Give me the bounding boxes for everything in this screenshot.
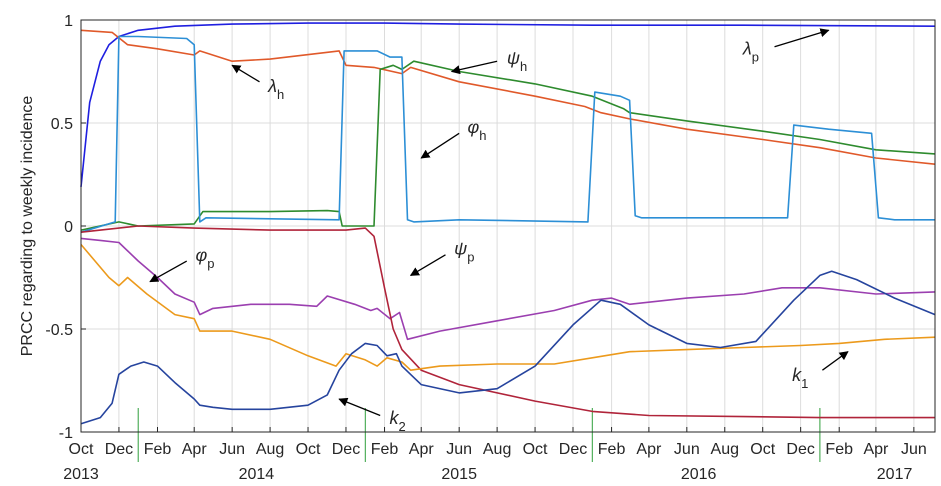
annotation-arrow bbox=[420, 132, 460, 159]
x-tick-label: Jun bbox=[674, 441, 700, 458]
year-label: 2017 bbox=[877, 466, 913, 483]
annotation-label: φp bbox=[195, 245, 214, 271]
annotation-arrow bbox=[231, 64, 260, 83]
series-line bbox=[80, 35, 935, 233]
annotation-arrow bbox=[450, 60, 498, 75]
y-tick-labels: 1 0.5 0 -0.5 -1 bbox=[45, 13, 86, 442]
series-layer bbox=[80, 22, 936, 425]
y-tick-label: 0 bbox=[64, 219, 73, 236]
annotation-label: ψp bbox=[454, 239, 474, 265]
x-tick-label: Oct bbox=[296, 441, 321, 458]
x-tick-label: Apr bbox=[409, 441, 435, 458]
x-tick-label: Jun bbox=[901, 441, 927, 458]
annotation-label: φh bbox=[468, 117, 487, 143]
y-tick-label: 1 bbox=[64, 13, 73, 30]
annotation-label: λp bbox=[742, 39, 759, 65]
x-tick-label: Oct bbox=[750, 441, 775, 458]
series-line bbox=[80, 225, 935, 419]
year-label: 2014 bbox=[239, 466, 275, 483]
x-tick-label: Apr bbox=[182, 441, 208, 458]
x-tick-labels: Oct Dec Feb Apr Jun Aug Oct Dec Feb Apr Jun Aug Oct D… bbox=[63, 427, 927, 483]
annotation-arrow bbox=[149, 260, 188, 283]
annotation-arrow bbox=[822, 351, 849, 371]
y-tick-label: 0.5 bbox=[51, 116, 73, 133]
x-tick-label: Apr bbox=[863, 441, 889, 458]
x-tick-label: Dec bbox=[105, 441, 133, 458]
x-tick-label: Dec bbox=[786, 441, 814, 458]
x-tick-label: Feb bbox=[825, 441, 853, 458]
x-tick-label: Oct bbox=[523, 441, 548, 458]
series-line bbox=[80, 243, 936, 372]
annotation-label: k1 bbox=[792, 365, 808, 391]
annotation-arrow bbox=[409, 254, 446, 276]
x-tick-label: Feb bbox=[371, 441, 399, 458]
x-tick-label: Aug bbox=[256, 441, 284, 458]
series-line bbox=[80, 270, 936, 425]
x-tick-label: Aug bbox=[483, 441, 511, 458]
series-line bbox=[80, 22, 936, 187]
year-label: 2016 bbox=[681, 466, 717, 483]
x-tick-label: Dec bbox=[559, 441, 587, 458]
annotation-layer: ψh λp λh φh φp ψp k2 k1 bbox=[149, 28, 849, 434]
annotation-arrow bbox=[338, 397, 381, 417]
x-tick-label: Apr bbox=[636, 441, 662, 458]
x-tick-label: Feb bbox=[598, 441, 626, 458]
y-axis-label: PRCC regarding to weekly incidence bbox=[19, 96, 36, 357]
annotation-label: ψh bbox=[507, 48, 527, 74]
x-tick-label: Aug bbox=[711, 441, 739, 458]
series-line bbox=[80, 60, 936, 231]
year-label: 2013 bbox=[63, 466, 99, 483]
annotation-arrow bbox=[774, 28, 830, 48]
annotation-label: k2 bbox=[389, 408, 405, 434]
x-tick-label: Dec bbox=[332, 441, 360, 458]
y-tick-label: -1 bbox=[59, 425, 73, 442]
x-tick-label: Jun bbox=[219, 441, 245, 458]
y-tick-label: -0.5 bbox=[45, 322, 73, 339]
x-tick-label: Feb bbox=[144, 441, 172, 458]
year-label: 2015 bbox=[441, 466, 477, 483]
series-line bbox=[80, 237, 936, 341]
annotation-label: λh bbox=[267, 76, 284, 102]
x-tick-label: Oct bbox=[69, 441, 94, 458]
x-tick-label: Jun bbox=[446, 441, 472, 458]
